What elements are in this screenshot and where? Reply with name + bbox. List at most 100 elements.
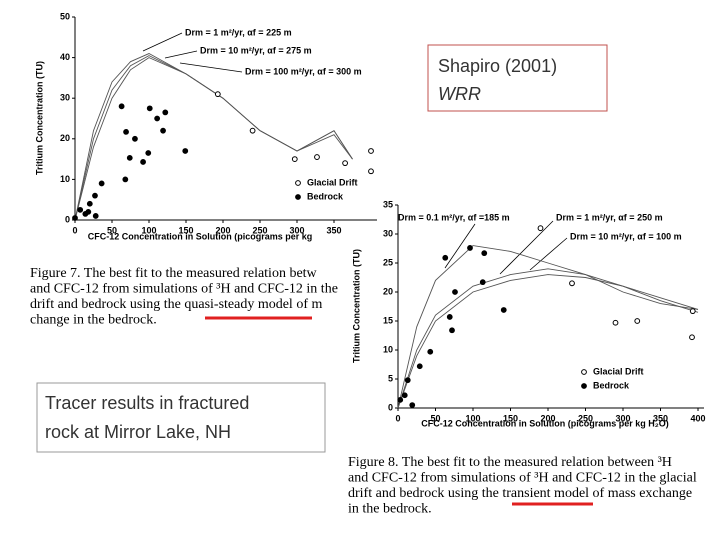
curve-label: Drm = 10 m²/yr, αf = 100 m bbox=[570, 231, 682, 241]
x-tick-label: 350 bbox=[653, 413, 668, 423]
bedrock-point bbox=[397, 396, 404, 403]
figure-caption: and CFC-12 from simulations of ³H and CF… bbox=[348, 471, 697, 486]
bedrock-point bbox=[481, 250, 488, 257]
bedrock-point bbox=[86, 200, 93, 207]
bedrock-point bbox=[182, 148, 189, 154]
glacial-point bbox=[689, 334, 695, 341]
bedrock-point bbox=[85, 208, 92, 215]
curve-label: Drm = 100 m²/yr, αf = 300 m bbox=[245, 66, 362, 76]
legend-marker bbox=[581, 369, 587, 375]
curve-label: Drm = 1 m²/yr, αf = 225 m bbox=[185, 27, 292, 37]
citation-author: Shapiro (2001) bbox=[438, 56, 557, 76]
summary-line: rock at Mirror Lake, NH bbox=[45, 422, 231, 442]
curve-label: Drm = 0.1 m²/yr, αf =185 m bbox=[398, 212, 510, 222]
y-tick-label: 50 bbox=[60, 11, 70, 21]
x-tick-label: 200 bbox=[215, 225, 230, 235]
y-tick-label: 0 bbox=[65, 214, 70, 224]
bedrock-point bbox=[160, 127, 166, 134]
glacial-point bbox=[249, 127, 256, 134]
y-tick-label: 35 bbox=[383, 199, 393, 209]
x-tick-label: 100 bbox=[141, 225, 156, 235]
figure-caption: Figure 7. The best fit to the measured r… bbox=[30, 266, 318, 281]
x-tick-label: 100 bbox=[465, 413, 480, 423]
y-tick-label: 10 bbox=[383, 344, 393, 354]
bedrock-point bbox=[427, 348, 434, 355]
y-axis-label: Tritium Concentration (TU) bbox=[34, 61, 44, 175]
x-tick-label: 150 bbox=[503, 413, 518, 423]
figure-caption: drift and bedrock using the transient mo… bbox=[348, 486, 692, 501]
glacial-point bbox=[342, 160, 349, 167]
bedrock-point bbox=[401, 392, 408, 399]
legend-label: Glacial Drift bbox=[593, 366, 644, 376]
x-tick-label: 350 bbox=[326, 225, 341, 235]
y-tick-label: 0 bbox=[388, 402, 393, 412]
bedrock-point bbox=[98, 180, 105, 187]
model-curve bbox=[397, 245, 699, 409]
citation-journal: WRR bbox=[438, 84, 481, 104]
bedrock-point bbox=[92, 192, 98, 199]
y-tick-label: 25 bbox=[383, 257, 393, 267]
bedrock-point bbox=[122, 176, 129, 183]
y-axis-label: Tritium Concentration (TU) bbox=[351, 249, 361, 363]
curve-label: Drm = 1 m²/yr, αf = 250 m bbox=[556, 212, 663, 222]
bedrock-point bbox=[77, 206, 84, 213]
bedrock-point bbox=[72, 215, 78, 221]
y-tick-label: 5 bbox=[388, 373, 393, 383]
bedrock-point bbox=[446, 314, 453, 320]
bedrock-point bbox=[404, 377, 411, 384]
bedrock-point bbox=[132, 135, 138, 142]
summary-line: Tracer results in fractured bbox=[45, 393, 249, 413]
x-tick-label: 300 bbox=[289, 225, 304, 235]
bedrock-point bbox=[467, 245, 473, 251]
bedrock-point bbox=[442, 254, 449, 261]
x-tick-label: 0 bbox=[395, 413, 400, 423]
x-tick-label: 150 bbox=[178, 225, 193, 235]
glacial-point bbox=[368, 168, 374, 175]
x-tick-label: 200 bbox=[540, 413, 555, 423]
glacial-point bbox=[291, 156, 298, 163]
legend-marker bbox=[295, 194, 301, 200]
y-tick-label: 40 bbox=[60, 52, 70, 62]
glacial-point bbox=[368, 148, 374, 154]
y-tick-label: 10 bbox=[60, 174, 70, 184]
bedrock-point bbox=[500, 307, 507, 313]
glacial-point bbox=[214, 91, 221, 98]
glacial-point bbox=[634, 318, 641, 324]
y-tick-label: 30 bbox=[383, 228, 393, 238]
summary-box bbox=[36, 382, 326, 453]
bedrock-point bbox=[452, 289, 458, 295]
x-tick-label: 400 bbox=[690, 413, 705, 423]
model-curve bbox=[74, 57, 353, 221]
glacial-point bbox=[537, 225, 544, 232]
x-axis-label: CFC-12 Concentration in Solution (picogr… bbox=[88, 231, 313, 241]
bedrock-point bbox=[162, 109, 169, 116]
x-tick-label: 300 bbox=[615, 413, 630, 423]
bedrock-point bbox=[145, 150, 152, 156]
y-tick-label: 20 bbox=[383, 286, 393, 296]
bedrock-point bbox=[123, 128, 129, 135]
legend-label: Glacial Drift bbox=[307, 177, 358, 187]
figure-caption: Figure 8. The best fit to the measured r… bbox=[348, 455, 672, 470]
figure-caption: change in the bedrock. bbox=[30, 313, 157, 328]
bedrock-point bbox=[449, 327, 455, 334]
bedrock-point bbox=[409, 402, 416, 409]
y-tick-label: 20 bbox=[60, 133, 70, 143]
bedrock-point bbox=[146, 105, 153, 112]
glacial-point bbox=[314, 154, 320, 160]
bedrock-point bbox=[479, 279, 486, 286]
label-arrows bbox=[142, 32, 568, 275]
legend-label: Bedrock bbox=[307, 191, 344, 201]
legend-label: Bedrock bbox=[593, 380, 630, 390]
y-tick-label: 30 bbox=[60, 93, 70, 103]
legend-marker bbox=[581, 383, 587, 389]
figure-caption: and CFC-12 from simulations of ³H and CF… bbox=[30, 282, 338, 297]
figure-caption: in the bedrock. bbox=[348, 502, 432, 517]
bedrock-point bbox=[126, 154, 133, 161]
bedrock-point bbox=[140, 159, 146, 165]
x-tick-label: 0 bbox=[72, 225, 77, 235]
glacial-point bbox=[612, 319, 619, 326]
glacial-point bbox=[569, 280, 575, 287]
model-curve bbox=[397, 268, 699, 409]
bedrock-point bbox=[154, 115, 161, 122]
